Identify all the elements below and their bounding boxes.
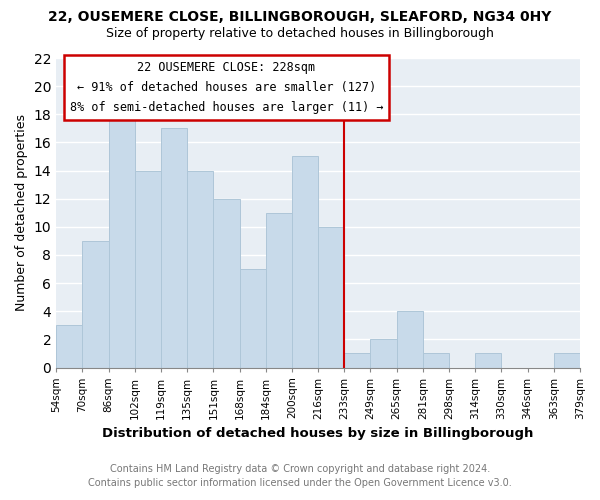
Text: 22, OUSEMERE CLOSE, BILLINGBOROUGH, SLEAFORD, NG34 0HY: 22, OUSEMERE CLOSE, BILLINGBOROUGH, SLEA…: [49, 10, 551, 24]
Bar: [370, 340, 397, 367]
Y-axis label: Number of detached properties: Number of detached properties: [15, 114, 28, 312]
Bar: [266, 213, 292, 368]
Bar: [109, 114, 135, 368]
Bar: [397, 311, 423, 368]
Bar: [292, 156, 318, 368]
Bar: [239, 269, 266, 368]
Bar: [161, 128, 187, 368]
Bar: [135, 170, 161, 368]
X-axis label: Distribution of detached houses by size in Billingborough: Distribution of detached houses by size …: [103, 427, 534, 440]
Bar: [187, 170, 214, 368]
Text: Size of property relative to detached houses in Billingborough: Size of property relative to detached ho…: [106, 28, 494, 40]
Text: 22 OUSEMERE CLOSE: 228sqm
← 91% of detached houses are smaller (127)
8% of semi-: 22 OUSEMERE CLOSE: 228sqm ← 91% of detac…: [70, 61, 383, 114]
Text: Contains public sector information licensed under the Open Government Licence v3: Contains public sector information licen…: [88, 478, 512, 488]
Bar: [82, 241, 109, 368]
Bar: [423, 354, 449, 368]
Bar: [318, 227, 344, 368]
Text: Contains HM Land Registry data © Crown copyright and database right 2024.: Contains HM Land Registry data © Crown c…: [110, 464, 490, 474]
Bar: [56, 326, 82, 368]
Bar: [344, 354, 370, 368]
Bar: [214, 198, 239, 368]
Bar: [475, 354, 502, 368]
Bar: [554, 354, 580, 368]
